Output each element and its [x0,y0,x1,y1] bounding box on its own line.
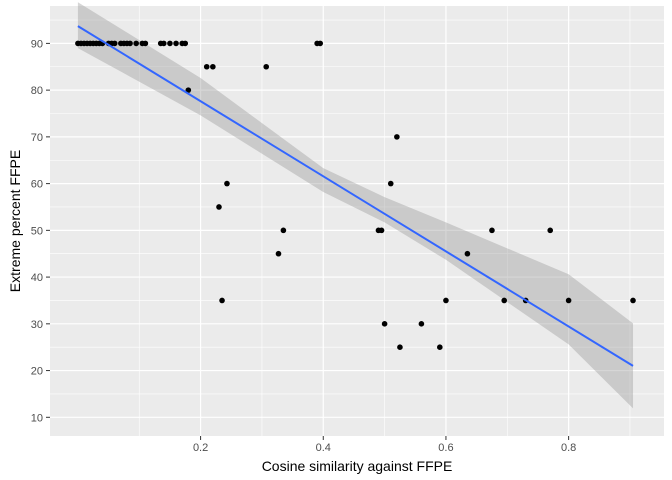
y-tick-label: 70 [31,132,43,144]
x-tick-label: 0.6 [438,442,453,454]
data-point [185,87,192,93]
y-tick-label: 80 [31,85,43,97]
y-tick-label: 90 [31,38,43,50]
x-tick-label: 0.8 [561,442,576,454]
y-tick-label: 60 [31,179,43,191]
data-point [418,321,425,327]
data-point [160,40,167,47]
regression-line [77,25,634,367]
data-point [142,40,149,47]
data-point [275,250,282,257]
y-tick-label: 40 [31,272,43,284]
data-point [565,297,572,304]
data-point [381,321,388,327]
data-point [501,297,508,304]
points-layer [75,40,636,351]
minor-gridlines [50,6,664,436]
fit-line-layer [77,25,634,367]
data-point [133,40,139,47]
y-tick-label: 50 [31,225,43,237]
x-axis: 0.2 0.4 0.6 0.8 [193,436,576,454]
data-point [317,40,324,47]
data-point [280,227,287,234]
y-tick-label: 30 [31,319,43,331]
data-point [224,180,230,187]
data-point [437,344,443,351]
y-axis: 10 20 30 40 50 60 70 80 90 [31,38,50,424]
data-point [203,63,210,70]
data-point [443,297,449,304]
y-axis-title: Extreme percent FFPE [7,150,23,292]
y-tick-label: 20 [31,366,43,378]
data-point [387,180,394,187]
data-point [219,297,225,304]
data-point [127,40,133,47]
y-tick-label: 10 [31,412,43,424]
x-tick-label: 0.2 [193,442,208,454]
data-point [489,227,495,234]
confidence-band-layer [77,2,634,409]
data-point [210,63,216,70]
x-axis-title: Cosine similarity against FFPE [262,458,453,474]
data-point [111,40,118,47]
data-point [464,250,471,257]
major-gridlines [50,6,664,436]
data-point [263,63,270,70]
x-tick-label: 0.4 [316,442,331,454]
data-point [216,204,222,210]
data-point [173,40,179,47]
plot-panel [50,6,664,436]
data-point [167,40,173,47]
confidence-band [77,2,634,409]
data-point [547,227,554,234]
data-point [397,344,403,351]
data-point [378,227,385,234]
data-point [630,297,636,304]
data-point [394,134,400,140]
data-point [182,40,189,47]
